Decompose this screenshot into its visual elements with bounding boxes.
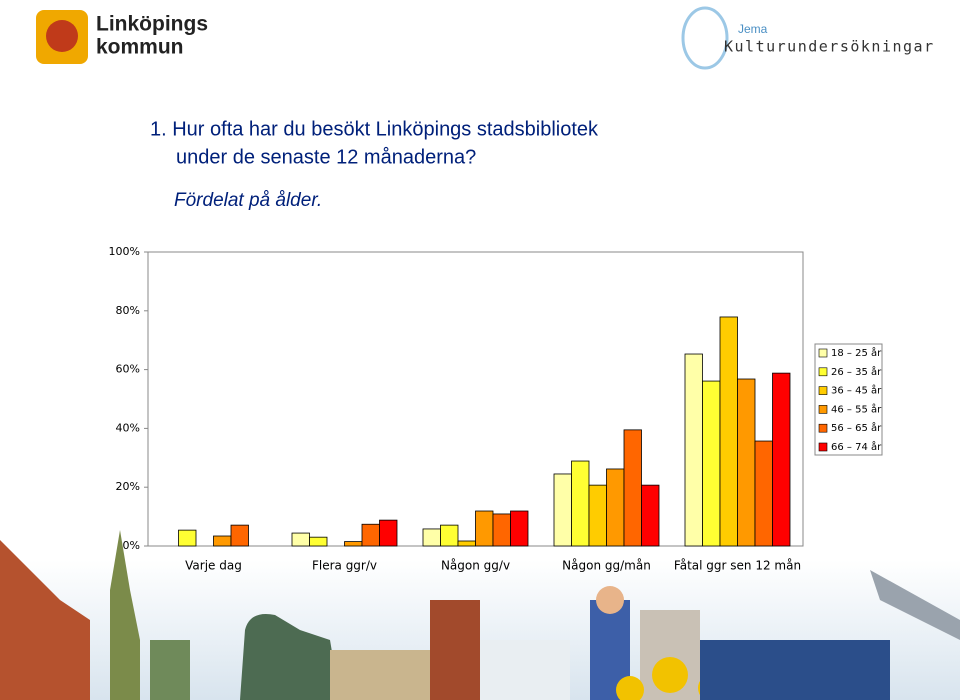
legend-box bbox=[814, 343, 883, 456]
bar bbox=[737, 378, 756, 547]
legend-swatch bbox=[818, 386, 828, 395]
photo-collage bbox=[0, 530, 960, 700]
bar bbox=[213, 535, 232, 547]
x-tick-label: Varje dag bbox=[185, 559, 242, 573]
title: 1. Hur ofta har du besökt Linköpings sta… bbox=[150, 118, 599, 140]
bar bbox=[606, 468, 625, 547]
legend-swatch bbox=[818, 442, 828, 452]
x-tick-label: Fåtal ggr sen 12 mån bbox=[674, 559, 801, 573]
legend-swatch bbox=[818, 348, 828, 358]
legend-swatch bbox=[818, 367, 828, 377]
legend-swatch bbox=[818, 423, 828, 433]
bar bbox=[623, 429, 642, 547]
bar bbox=[379, 519, 398, 547]
bar bbox=[772, 372, 791, 547]
x-tick-label: Någon gg/v bbox=[441, 559, 510, 573]
bar bbox=[361, 523, 380, 547]
bar bbox=[457, 540, 476, 547]
legend-label: 26 – 35 år bbox=[831, 365, 882, 378]
logo-left: Linköpings kommun bbox=[36, 10, 208, 64]
logo-text: Kulturundersökningar bbox=[724, 38, 935, 56]
logo-right: Jema Kulturundersökningar bbox=[681, 6, 935, 70]
bar bbox=[641, 484, 660, 547]
bar bbox=[510, 510, 529, 547]
title: under de senaste 12 månaderna? bbox=[176, 146, 476, 168]
bar bbox=[230, 524, 249, 547]
logo-text: kommun bbox=[96, 36, 184, 59]
y-tick-label: 100% bbox=[109, 245, 140, 258]
y-tick-label: 20% bbox=[116, 480, 140, 493]
bar bbox=[422, 528, 441, 547]
bar bbox=[754, 440, 773, 547]
bar bbox=[702, 380, 721, 547]
y-tick-label: 80% bbox=[116, 304, 140, 317]
legend-swatch bbox=[818, 405, 828, 414]
bar bbox=[684, 353, 703, 547]
bar bbox=[344, 541, 363, 547]
y-tick-label: 60% bbox=[116, 363, 140, 376]
legend-label: 18 – 25 år bbox=[831, 346, 882, 359]
bar bbox=[309, 536, 328, 547]
legend-label: 46 – 55 år bbox=[831, 402, 882, 415]
bar bbox=[588, 484, 607, 547]
x-tick-label: Någon gg/mån bbox=[562, 559, 651, 573]
bar bbox=[553, 473, 572, 547]
legend-label: 36 – 45 år bbox=[831, 384, 882, 397]
bar bbox=[178, 529, 197, 547]
logo-text: Jema bbox=[738, 22, 768, 36]
subtitle: Fördelat på ålder. bbox=[174, 190, 322, 211]
bar bbox=[475, 510, 494, 547]
x-tick-label: Flera ggr/v bbox=[312, 559, 377, 573]
bar bbox=[719, 316, 738, 547]
bar bbox=[492, 513, 511, 547]
bar bbox=[571, 460, 590, 547]
legend-label: 66 – 74 år bbox=[831, 440, 882, 453]
logo-text: Linköpings bbox=[96, 13, 208, 36]
bar bbox=[440, 524, 459, 547]
bar bbox=[291, 532, 310, 547]
legend-label: 56 – 65 år bbox=[831, 421, 882, 434]
y-tick-label: 0% bbox=[123, 539, 140, 552]
y-tick-label: 40% bbox=[116, 421, 140, 434]
